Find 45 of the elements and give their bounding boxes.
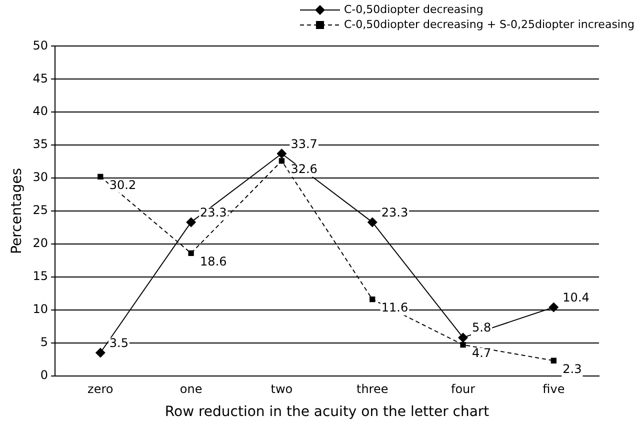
data-label: 5.8 — [472, 320, 492, 335]
x-tick-label: two — [270, 382, 293, 396]
point — [370, 296, 376, 302]
y-tick-label: 30 — [32, 170, 48, 184]
y-axis-title: Percentages — [9, 168, 26, 254]
point — [95, 348, 106, 358]
legend-label: C-0,50diopter decreasing — [344, 2, 484, 17]
point — [186, 217, 196, 228]
point — [276, 148, 287, 159]
x-tick-label: five — [542, 382, 565, 396]
y-tick-label: 0 — [40, 368, 48, 382]
point — [458, 332, 468, 343]
x-tick-label: zero — [88, 382, 114, 396]
data-label: 33.7 — [290, 136, 318, 151]
y-tick-label: 35 — [32, 137, 48, 152]
y-tick-label: 50 — [32, 38, 48, 52]
data-label: 10.4 — [562, 290, 590, 304]
x-tick-label: three — [356, 382, 388, 396]
y-tick-label: 40 — [32, 104, 48, 118]
data-label: 23.3 — [200, 205, 227, 220]
x-axis-title: Row reduction in the acuity on the letter chart — [164, 404, 490, 420]
y-tick-label: 5 — [40, 334, 48, 349]
y-tick-label: 25 — [32, 203, 48, 218]
data-label: 11.6 — [381, 300, 408, 314]
point — [460, 342, 466, 348]
y-tick-label: 45 — [32, 71, 48, 86]
data-label: 32.6 — [290, 162, 318, 176]
data-label: 3.5 — [109, 336, 128, 350]
point — [278, 158, 285, 164]
data-label: 18.6 — [200, 254, 227, 268]
x-tick-label: four — [450, 382, 476, 396]
y-tick-label: 15 — [32, 269, 48, 284]
y-tick-label: 20 — [32, 236, 48, 250]
point — [188, 250, 194, 256]
data-label: 23.3 — [381, 205, 408, 220]
data-label: 4.7 — [472, 346, 492, 360]
point — [98, 174, 104, 180]
data-label: 30.2 — [109, 178, 136, 192]
data-label: 2.3 — [562, 362, 582, 376]
point — [367, 217, 378, 228]
point — [550, 358, 556, 364]
y-tick-label: 10 — [32, 302, 48, 316]
x-tick-label: one — [180, 382, 202, 396]
point — [548, 302, 559, 312]
legend-label: C-0,50diopter decreasing + S-0,25diopter increasing — [344, 17, 634, 32]
